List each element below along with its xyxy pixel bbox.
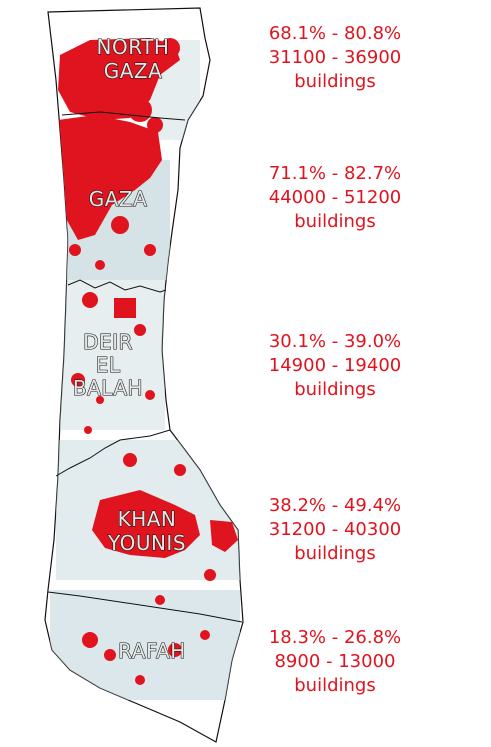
governorate-label-deir-el-balah: EL <box>96 353 121 377</box>
governorate-label-deir-el-balah: BALAH <box>73 376 143 400</box>
stats-north-gaza: 68.1% - 80.8% 31100 - 36900 buildings <box>255 22 415 94</box>
governorate-label-khan-younis: KHAN <box>118 507 177 531</box>
governorate-label-deir-el-balah: DEIR <box>83 330 133 354</box>
stats-rafah: 18.3% - 26.8% 8900 - 13000 buildings <box>255 626 415 698</box>
stats-deir-el-balah: 30.1% - 39.0% 14900 - 19400 buildings <box>255 330 415 402</box>
governorate-boundaries <box>47 111 243 623</box>
buildings-word: buildings <box>294 675 376 696</box>
percent-range: 71.1% - 82.7% <box>268 163 402 184</box>
buildings-word: buildings <box>294 211 376 232</box>
buildings-word: buildings <box>294 71 376 92</box>
governorate-label-gaza: GAZA <box>89 187 148 211</box>
percent-range: 18.3% - 26.8% <box>268 627 402 648</box>
governorate-label-north-gaza: GAZA <box>104 59 163 83</box>
governorate-label-rafah: RAFAH <box>118 639 186 663</box>
stats-khan-younis: 38.2% - 49.4% 31200 - 40300 buildings <box>255 494 415 566</box>
percent-range: 68.1% - 80.8% <box>268 23 402 44</box>
buildings-range: 31200 - 40300 <box>268 519 402 540</box>
buildings-range: 8900 - 13000 <box>274 651 396 672</box>
buildings-range: 44000 - 51200 <box>268 187 402 208</box>
buildings-word: buildings <box>294 379 376 400</box>
governorate-label-khan-younis: YOUNIS <box>107 531 186 555</box>
percent-range: 38.2% - 49.4% <box>268 495 402 516</box>
damage-overlay-layer <box>58 38 238 685</box>
percent-range: 30.1% - 39.0% <box>268 331 402 352</box>
buildings-word: buildings <box>294 543 376 564</box>
buildings-range: 14900 - 19400 <box>268 355 402 376</box>
governorate-label-north-gaza: NORTH <box>97 35 170 59</box>
stats-gaza: 71.1% - 82.7% 44000 - 51200 buildings <box>255 162 415 234</box>
buildings-range: 31100 - 36900 <box>268 47 402 68</box>
